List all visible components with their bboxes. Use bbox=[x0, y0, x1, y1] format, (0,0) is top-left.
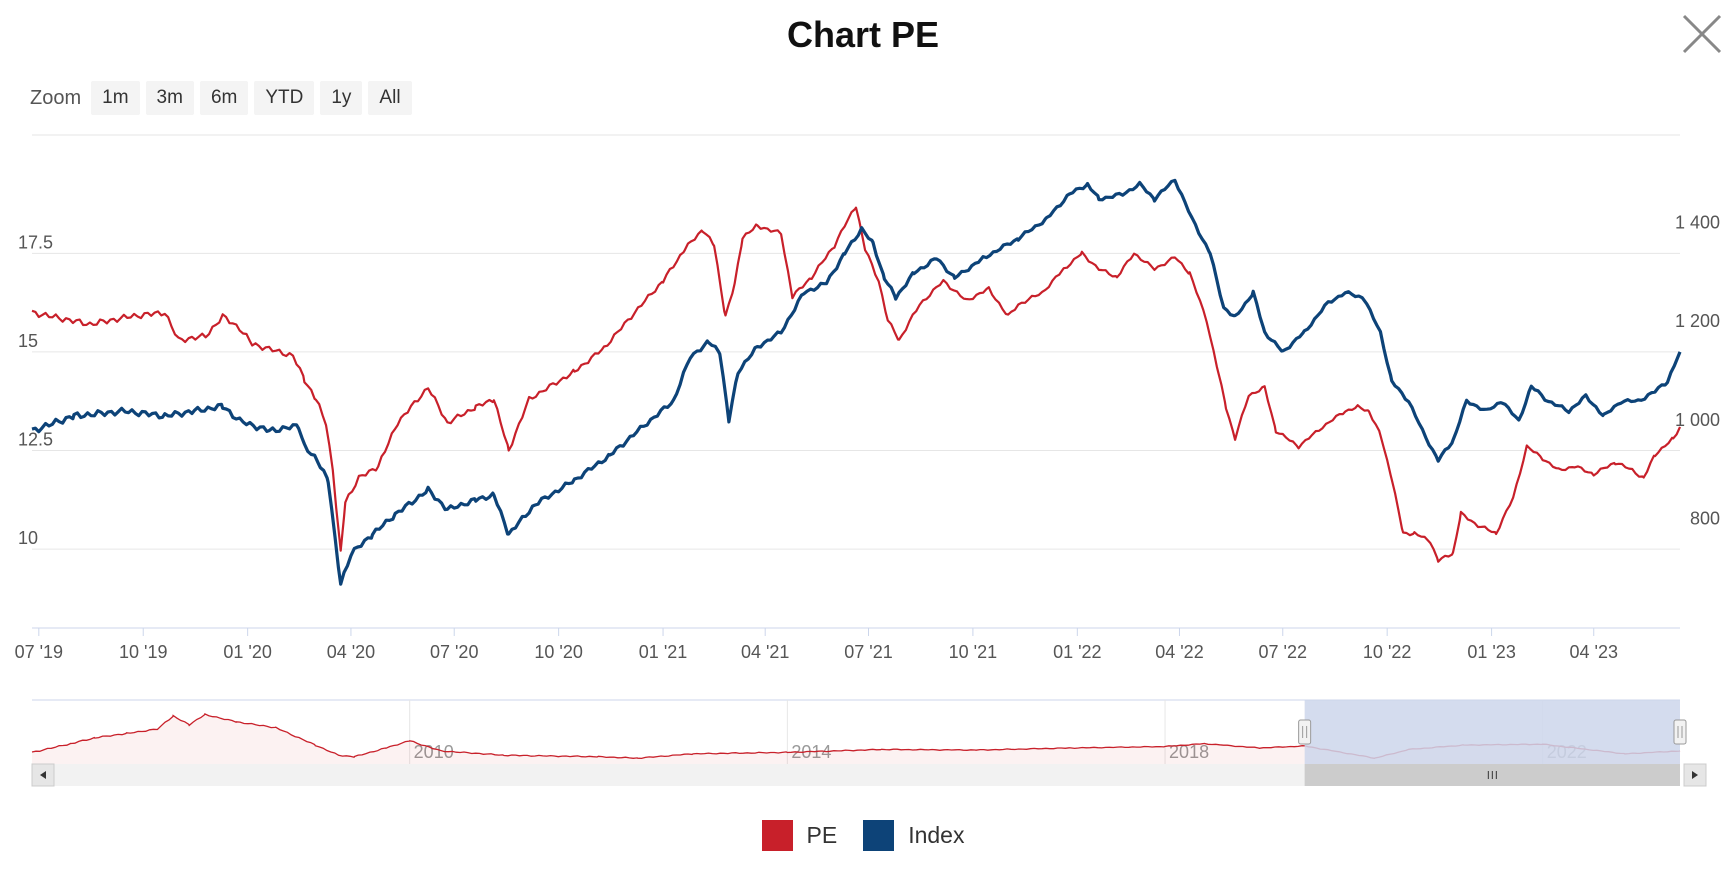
legend-label-index: Index bbox=[908, 822, 965, 848]
x-tick-label: 10 '21 bbox=[949, 642, 997, 662]
arrow-right-icon bbox=[1692, 771, 1698, 779]
series-line-pe bbox=[31, 206, 1682, 563]
x-tick-label: 04 '20 bbox=[327, 642, 375, 662]
legend-swatch-index bbox=[863, 820, 895, 851]
navigator-tick-label: 2018 bbox=[1169, 742, 1209, 762]
series-line-index bbox=[31, 178, 1682, 586]
zoom-1y-button[interactable]: 1y bbox=[320, 81, 363, 115]
close-x-icon[interactable] bbox=[1680, 12, 1724, 56]
y-right-tick-label: 1 000 bbox=[1675, 410, 1720, 430]
x-tick-label: 10 '22 bbox=[1363, 642, 1411, 662]
zoom-ytd-button[interactable]: YTD bbox=[254, 81, 315, 115]
navigator-handle-left[interactable] bbox=[1298, 719, 1312, 745]
x-tick-label: 07 '20 bbox=[430, 642, 478, 662]
zoom-6m-button[interactable]: 6m bbox=[199, 81, 249, 115]
y-right-tick-label: 1 400 bbox=[1675, 213, 1720, 233]
legend-item-index[interactable]: Index bbox=[863, 820, 964, 851]
arrow-left-icon bbox=[40, 771, 46, 779]
navigator-selected-range bbox=[1304, 700, 1680, 764]
page-title: Chart PE bbox=[786, 14, 940, 55]
zoom-toolbar: Zoom 1m 3m 6m YTD 1y All bbox=[30, 80, 412, 116]
x-tick-label: 04 '23 bbox=[1569, 642, 1617, 662]
y-right-tick-label: 1 200 bbox=[1675, 311, 1720, 331]
y-left-tick-label: 12.5 bbox=[18, 430, 53, 450]
x-tick-label: 07 '19 bbox=[15, 642, 63, 662]
scrollbar-track bbox=[32, 764, 1662, 786]
zoom-1m-button[interactable]: 1m bbox=[91, 81, 140, 115]
zoom-label: Zoom bbox=[30, 86, 82, 109]
y-left-tick-label: 10 bbox=[18, 528, 38, 548]
legend-label-pe: PE bbox=[806, 822, 838, 848]
handle-body bbox=[1298, 719, 1312, 745]
x-tick-label: 10 '20 bbox=[534, 642, 582, 662]
x-tick-label: 07 '22 bbox=[1259, 642, 1307, 662]
x-tick-label: 01 '20 bbox=[223, 642, 271, 662]
handle-body bbox=[1673, 719, 1687, 745]
x-tick-label: 01 '22 bbox=[1053, 642, 1101, 662]
legend: PE Index bbox=[0, 820, 1726, 851]
navigator-handle-right[interactable] bbox=[1673, 719, 1687, 745]
x-tick-label: 07 '21 bbox=[844, 642, 892, 662]
y-left-tick-label: 17.5 bbox=[18, 232, 53, 252]
y-right-tick-label: 800 bbox=[1690, 508, 1720, 528]
y-left-tick-label: 15 bbox=[18, 331, 38, 351]
x-tick-label: 01 '21 bbox=[639, 642, 687, 662]
legend-swatch-pe bbox=[761, 820, 793, 851]
x-tick-label: 10 '19 bbox=[119, 642, 167, 662]
x-tick-label: 01 '23 bbox=[1467, 642, 1515, 662]
zoom-all-button[interactable]: All bbox=[368, 81, 412, 115]
x-tick-label: 04 '21 bbox=[741, 642, 789, 662]
zoom-3m-button[interactable]: 3m bbox=[145, 81, 194, 115]
navigator-tick-label: 2010 bbox=[414, 742, 454, 762]
x-tick-label: 04 '22 bbox=[1155, 642, 1203, 662]
legend-item-pe[interactable]: PE bbox=[761, 820, 838, 851]
pe-index-chart: 10 12.5 15 17.5 800 1 000 1 200 1 400 07 '19 10 '… bbox=[15, 134, 1720, 787]
